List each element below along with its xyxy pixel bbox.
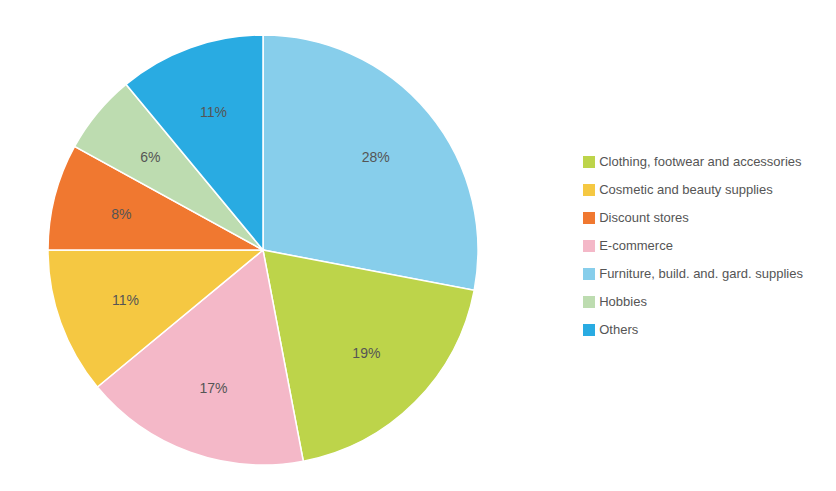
svg-text:8%: 8%: [111, 206, 131, 222]
html-text:Furniture, build. and. gard. s: Furniture, build. and. gard. supplies: [599, 265, 803, 281]
html-text:E-commerce: E-commerce: [599, 237, 673, 253]
svg-text:28%: 28%: [362, 149, 390, 165]
html-text:Discount stores: Discount stores: [599, 209, 689, 225]
html-text:Clothing, footwear and accesso: Clothing, footwear and accessories: [599, 153, 802, 169]
svg-text:6%: 6%: [140, 149, 160, 165]
svg-text:17%: 17%: [199, 380, 227, 396]
html-text:Hobbies: Hobbies: [599, 293, 647, 309]
svg-text:19%: 19%: [352, 345, 380, 361]
html-text:Others: Others: [599, 321, 639, 337]
html-text:Cosmetic and beauty supplies: Cosmetic and beauty supplies: [599, 181, 773, 197]
svg-text:11%: 11%: [112, 292, 139, 308]
svg-text:11%: 11%: [200, 104, 227, 120]
